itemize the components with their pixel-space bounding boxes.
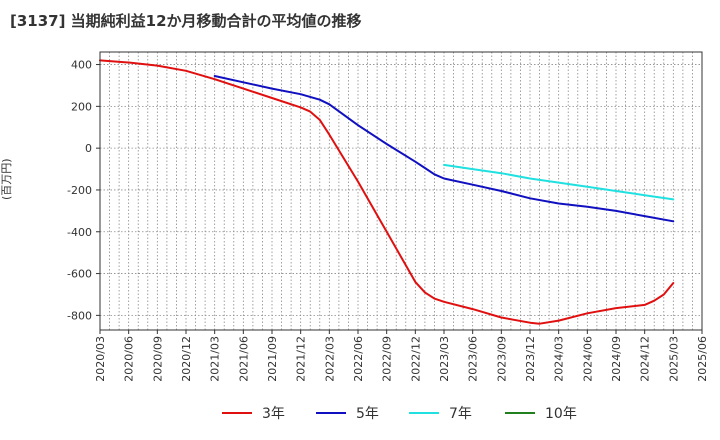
y-tick-label: 0 xyxy=(85,142,92,155)
x-tick-label: 2024/09 xyxy=(610,336,623,382)
x-tick-label: 2021/09 xyxy=(266,336,279,382)
x-tick-label: 2021/12 xyxy=(295,336,308,382)
x-tick-label: 2022/06 xyxy=(352,336,365,382)
x-tick-label: 2025/03 xyxy=(667,336,680,382)
legend-label: 7年 xyxy=(449,406,472,422)
legend-label: 3年 xyxy=(262,406,285,422)
x-tick-label: 2023/09 xyxy=(495,336,508,382)
x-tick-label: 2022/03 xyxy=(323,336,336,382)
x-tick-label: 2020/06 xyxy=(123,336,136,382)
x-tick-label: 2021/03 xyxy=(209,336,222,382)
chart-title: [3137] 当期純利益12か月移動合計の平均値の推移 xyxy=(10,12,362,30)
y-tick-label: -200 xyxy=(67,184,92,197)
legend-label: 5年 xyxy=(356,406,379,422)
x-tick-label: 2022/09 xyxy=(381,336,394,382)
x-tick-label: 2023/03 xyxy=(438,336,451,382)
series-line xyxy=(213,75,675,223)
x-tick-label: 2020/09 xyxy=(151,336,164,382)
y-tick-label: 200 xyxy=(71,100,92,113)
x-tick-label: 2024/03 xyxy=(553,336,566,382)
y-tick-label: -600 xyxy=(67,268,92,281)
x-tick-label: 2024/12 xyxy=(639,336,652,382)
x-tick-label: 2023/12 xyxy=(524,336,537,382)
plot-area xyxy=(100,52,702,330)
x-tick-label: 2023/06 xyxy=(467,336,480,382)
x-tick-label: 2020/03 xyxy=(94,336,107,382)
y-tick-label: -800 xyxy=(67,309,92,322)
series-line xyxy=(443,163,675,201)
x-tick-label: 2020/12 xyxy=(180,336,193,382)
series-line xyxy=(99,59,675,325)
y-tick-label: 400 xyxy=(71,59,92,72)
plot-frame xyxy=(99,51,703,331)
x-tick-label: 2021/06 xyxy=(237,336,250,382)
x-tick-label: 2025/06 xyxy=(696,336,709,382)
x-tick-label: 2024/06 xyxy=(581,336,594,382)
y-tick-label: -400 xyxy=(67,226,92,239)
legend-label: 10年 xyxy=(545,406,577,422)
x-tick-label: 2022/12 xyxy=(409,336,422,382)
